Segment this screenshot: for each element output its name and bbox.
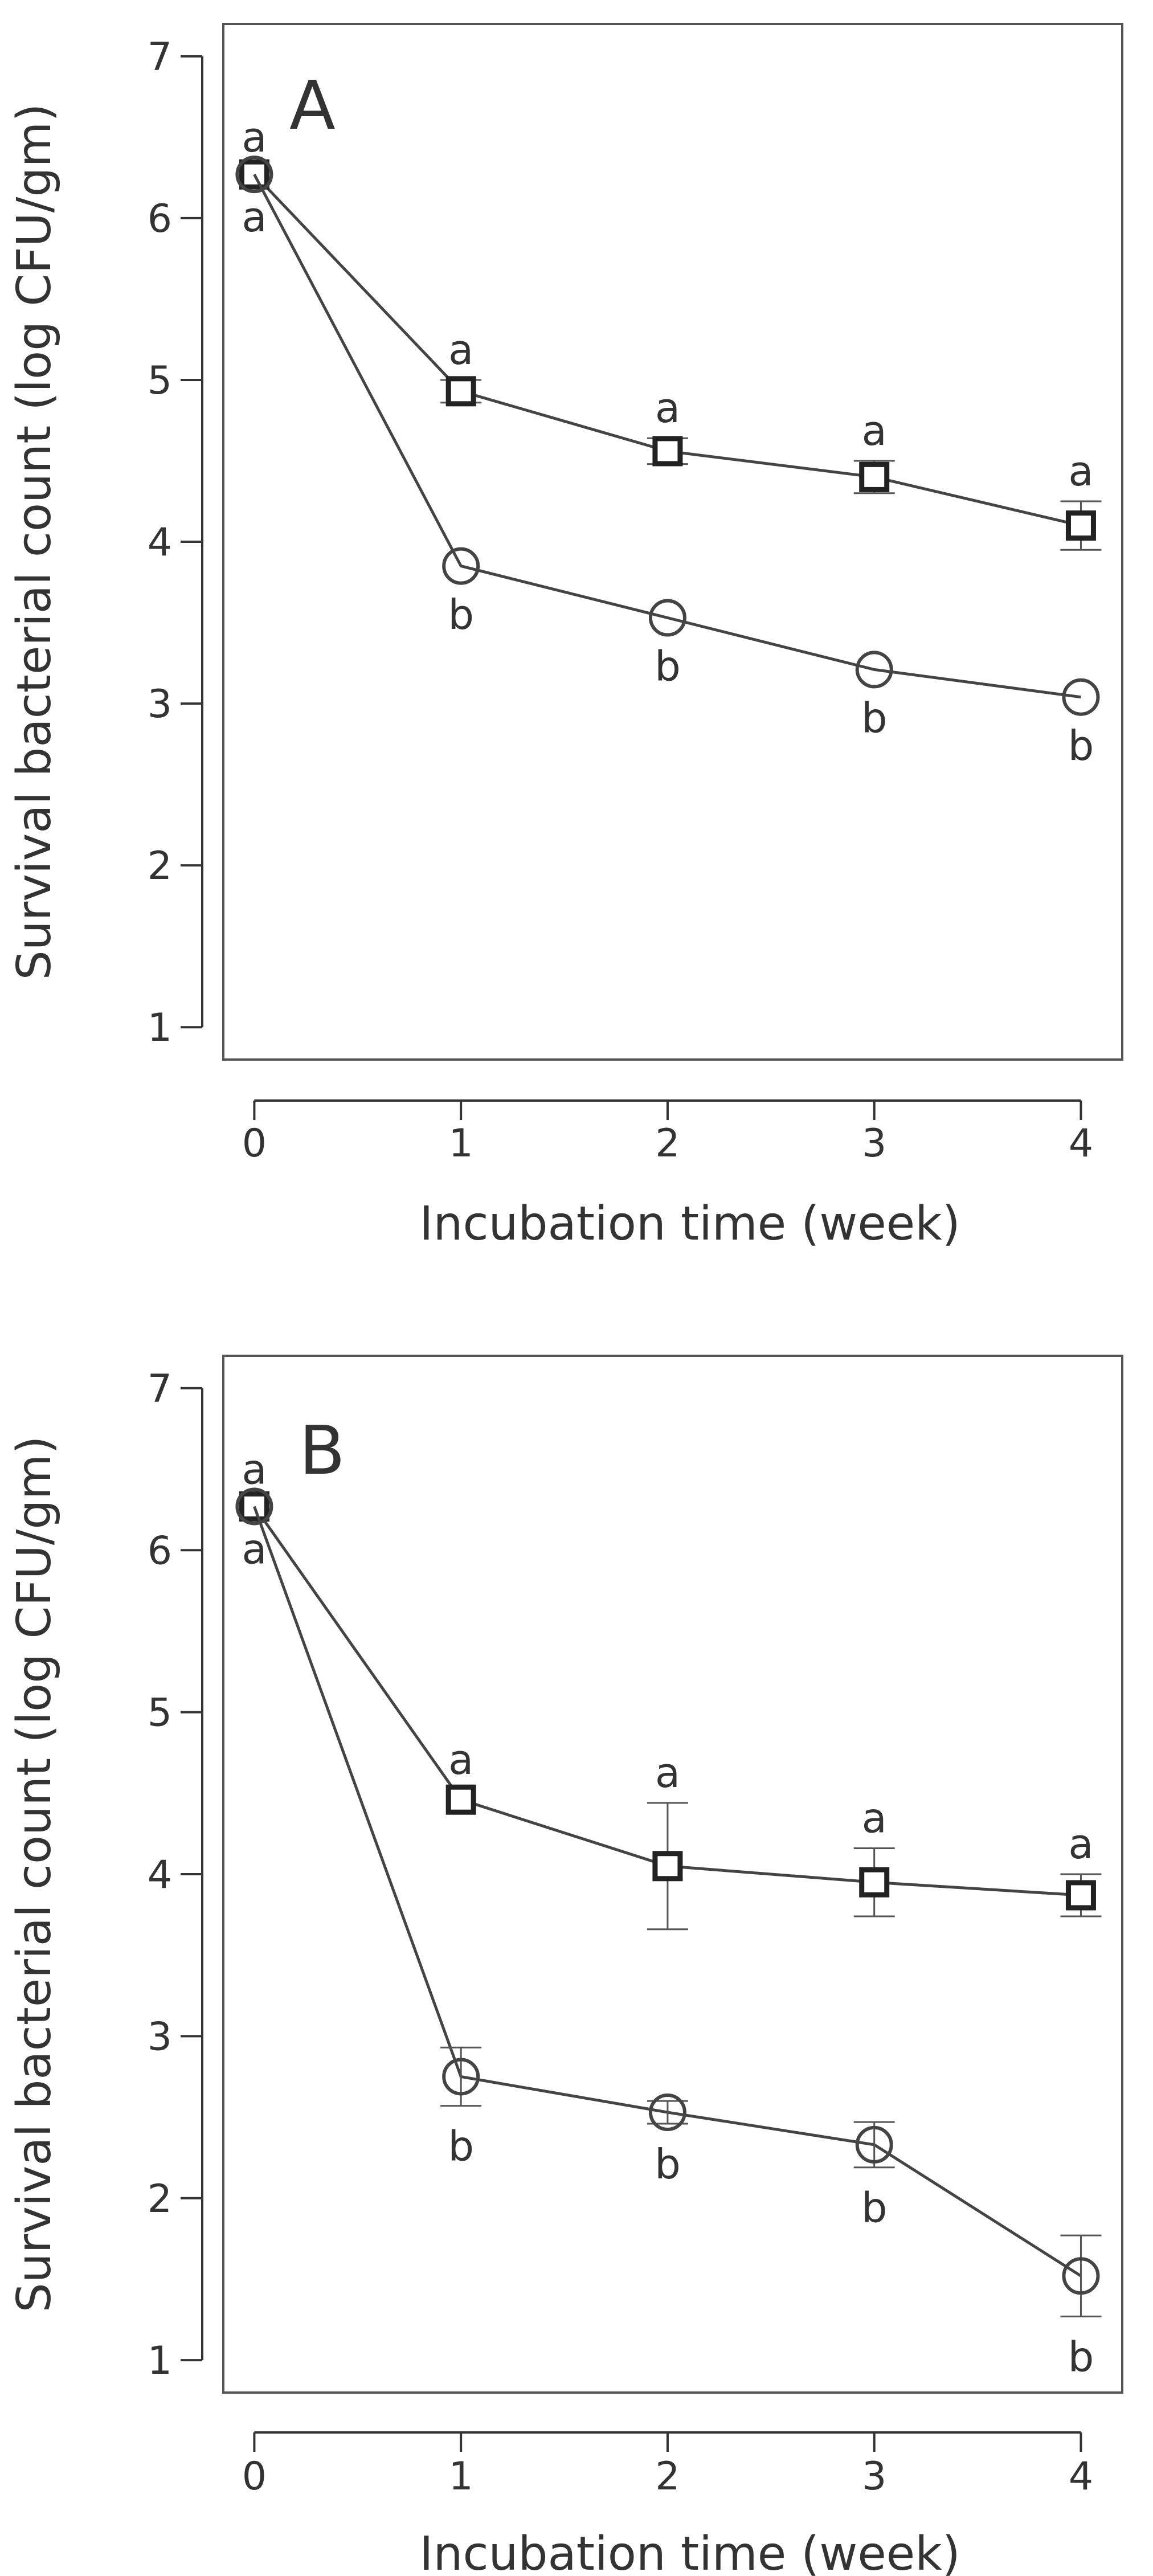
circle-marker bbox=[442, 2058, 480, 2096]
square-marker bbox=[239, 1491, 269, 1522]
square-marker bbox=[652, 1851, 683, 1882]
significance-letter: b bbox=[448, 2123, 474, 2170]
x-tick-label: 3 bbox=[862, 2454, 886, 2499]
circle-series: a b b b b bbox=[235, 156, 1100, 770]
panel-label: B bbox=[299, 1411, 345, 1490]
significance-letter: a bbox=[1068, 447, 1093, 495]
y-tick-label: 1 bbox=[148, 1005, 172, 1050]
x-tick-label: 4 bbox=[1069, 1121, 1093, 1166]
significance-letter: b bbox=[861, 694, 888, 742]
significance-letter: a bbox=[242, 1525, 267, 1573]
y-tick-label: 2 bbox=[148, 2177, 172, 2222]
circle-marker bbox=[1062, 678, 1100, 716]
y-tick-label: 1 bbox=[148, 2338, 172, 2383]
plot-frame bbox=[222, 23, 1123, 1061]
plot-frame bbox=[222, 1355, 1123, 2394]
significance-letter: a bbox=[242, 113, 267, 161]
x-tick-label: 2 bbox=[655, 2454, 680, 2499]
circle-marker bbox=[648, 2093, 686, 2132]
y-tick-label: 6 bbox=[148, 197, 172, 242]
y-tick-label: 7 bbox=[148, 35, 172, 80]
circle-marker bbox=[442, 547, 480, 585]
square-marker bbox=[859, 461, 890, 492]
square-marker bbox=[1065, 1880, 1096, 1911]
square-marker bbox=[652, 436, 683, 467]
panel-b: 1 2 3 4 5 6 7 0 1 2 3 4 Incubation time (week) Surviv… bbox=[7, 1355, 1123, 2576]
y-tick-label: 4 bbox=[148, 1853, 172, 1898]
square-marker bbox=[1065, 510, 1096, 541]
circle-marker bbox=[855, 2125, 893, 2164]
significance-letter: a bbox=[242, 1445, 267, 1493]
y-tick-label: 5 bbox=[148, 1691, 172, 1736]
circle-marker bbox=[648, 599, 686, 637]
significance-letter: a bbox=[862, 407, 887, 455]
significance-letter: a bbox=[655, 384, 680, 432]
circle-series: a b b b b bbox=[235, 1487, 1102, 2381]
x-tick-label: 0 bbox=[242, 2454, 267, 2499]
significance-letter: a bbox=[448, 1736, 473, 1784]
x-tick-label: 1 bbox=[449, 2454, 473, 2499]
x-axis-title: Incubation time (week) bbox=[419, 1197, 960, 1251]
circle-marker bbox=[235, 156, 273, 194]
square-marker bbox=[445, 376, 476, 407]
x-tick-label: 0 bbox=[242, 1121, 267, 1166]
significance-letter: b bbox=[1068, 2333, 1094, 2381]
circle-marker bbox=[235, 1487, 273, 1526]
significance-letter: a bbox=[862, 1794, 887, 1842]
series-line bbox=[253, 173, 1082, 528]
significance-letter: b bbox=[1068, 722, 1094, 770]
y-tick-label: 2 bbox=[148, 844, 172, 889]
y-tick-label: 5 bbox=[148, 358, 172, 403]
x-tick-label: 1 bbox=[449, 1121, 473, 1166]
significance-letter: b bbox=[448, 591, 474, 639]
y-tick-label: 3 bbox=[148, 682, 172, 727]
significance-letter: a bbox=[655, 1749, 680, 1797]
significance-letter: b bbox=[861, 2184, 888, 2232]
significance-letter: b bbox=[655, 2140, 681, 2188]
circle-marker bbox=[855, 651, 893, 689]
y-tick-label: 4 bbox=[148, 520, 172, 565]
square-marker bbox=[445, 1784, 476, 1815]
y-axis-title: Survival bacterial count (log CFU/gm) bbox=[7, 1436, 62, 2313]
x-tick-label: 2 bbox=[655, 1121, 680, 1166]
x-tick-label: 4 bbox=[1069, 2454, 1093, 2499]
circle-marker bbox=[1062, 2257, 1100, 2295]
panel-label: A bbox=[289, 66, 336, 145]
series-line bbox=[253, 174, 1081, 699]
significance-letter: b bbox=[655, 643, 681, 690]
y-tick-label: 6 bbox=[148, 1528, 172, 1573]
significance-letter: a bbox=[448, 326, 473, 374]
panel-a: 1 2 3 4 5 6 7 0 1 2 3 4 Incubation time (week) Surviv… bbox=[7, 23, 1123, 1251]
y-tick-label: 7 bbox=[148, 1367, 172, 1412]
significance-letter: a bbox=[242, 193, 267, 241]
significance-letter: a bbox=[1068, 1820, 1093, 1868]
x-tick-label: 3 bbox=[862, 1121, 886, 1166]
y-tick-label: 3 bbox=[148, 2014, 172, 2059]
x-axis-title: Incubation time (week) bbox=[419, 2527, 960, 2576]
square-marker bbox=[859, 1867, 890, 1898]
y-axis-title: Survival bacterial count (log CFU/gm) bbox=[7, 104, 62, 980]
